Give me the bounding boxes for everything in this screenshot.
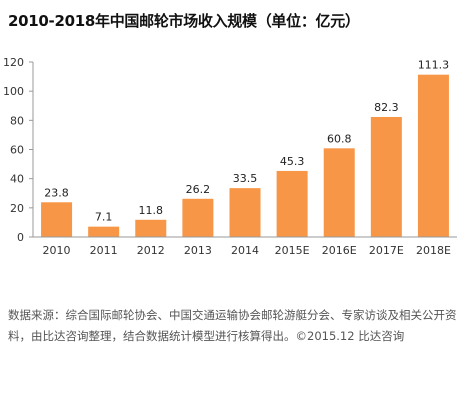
data-label: 11.8 — [139, 204, 164, 217]
y-tick-label: 20 — [10, 202, 24, 215]
data-label: 26.2 — [186, 183, 211, 196]
bar — [182, 198, 214, 237]
bar — [417, 74, 449, 237]
bar — [229, 188, 261, 237]
bar — [276, 170, 308, 237]
y-tick-label: 120 — [3, 56, 24, 69]
bar — [370, 116, 402, 237]
data-label: 111.3 — [418, 59, 450, 72]
bar — [135, 219, 167, 237]
x-tick-label: 2014 — [231, 244, 259, 257]
x-axis: 2010 2011 2012 2013 2014 2015E 2016E 2017E 2018E — [33, 236, 457, 257]
x-tick-label: 2011 — [90, 244, 118, 257]
y-tick-label: 80 — [10, 114, 24, 127]
data-label: 7.1 — [95, 211, 113, 224]
bar — [41, 202, 73, 237]
x-tick-label: 2018E — [416, 244, 451, 257]
x-tick-label: 2016E — [322, 244, 357, 257]
x-tick-label: 2013 — [184, 244, 212, 257]
data-label: 60.8 — [327, 132, 352, 145]
bars: 23.8 7.1 11.8 26.2 33.5 45.3 60.8 82.3 111.3 — [41, 59, 449, 237]
y-tick-label: 60 — [10, 144, 24, 157]
bar — [88, 226, 120, 237]
data-label: 82.3 — [374, 101, 399, 114]
y-tick-label: 0 — [17, 231, 24, 244]
chart-title: 2010-2018年中国邮轮市场收入规模（单位：亿元） — [8, 12, 360, 30]
x-tick-label: 2012 — [137, 244, 165, 257]
data-label: 33.5 — [233, 172, 258, 185]
y-tick-label: 40 — [10, 173, 24, 186]
data-label: 45.3 — [280, 155, 305, 168]
x-tick-label: 2010 — [43, 244, 71, 257]
y-axis: 0 20 40 60 80 100 120 — [3, 56, 34, 244]
bar-chart: 0 20 40 60 80 100 120 23.8 7.1 11.8 26.2 33.5 45.3 6… — [3, 56, 457, 257]
x-tick-label: 2015E — [275, 244, 310, 257]
bar — [323, 148, 355, 237]
data-label: 23.8 — [44, 186, 69, 199]
y-tick-label: 100 — [3, 85, 24, 98]
source-note: 数据来源：综合国际邮轮协会、中国交通运输协会邮轮游艇分会、专家访谈及相关公开资料… — [8, 308, 457, 343]
x-tick-label: 2017E — [369, 244, 404, 257]
